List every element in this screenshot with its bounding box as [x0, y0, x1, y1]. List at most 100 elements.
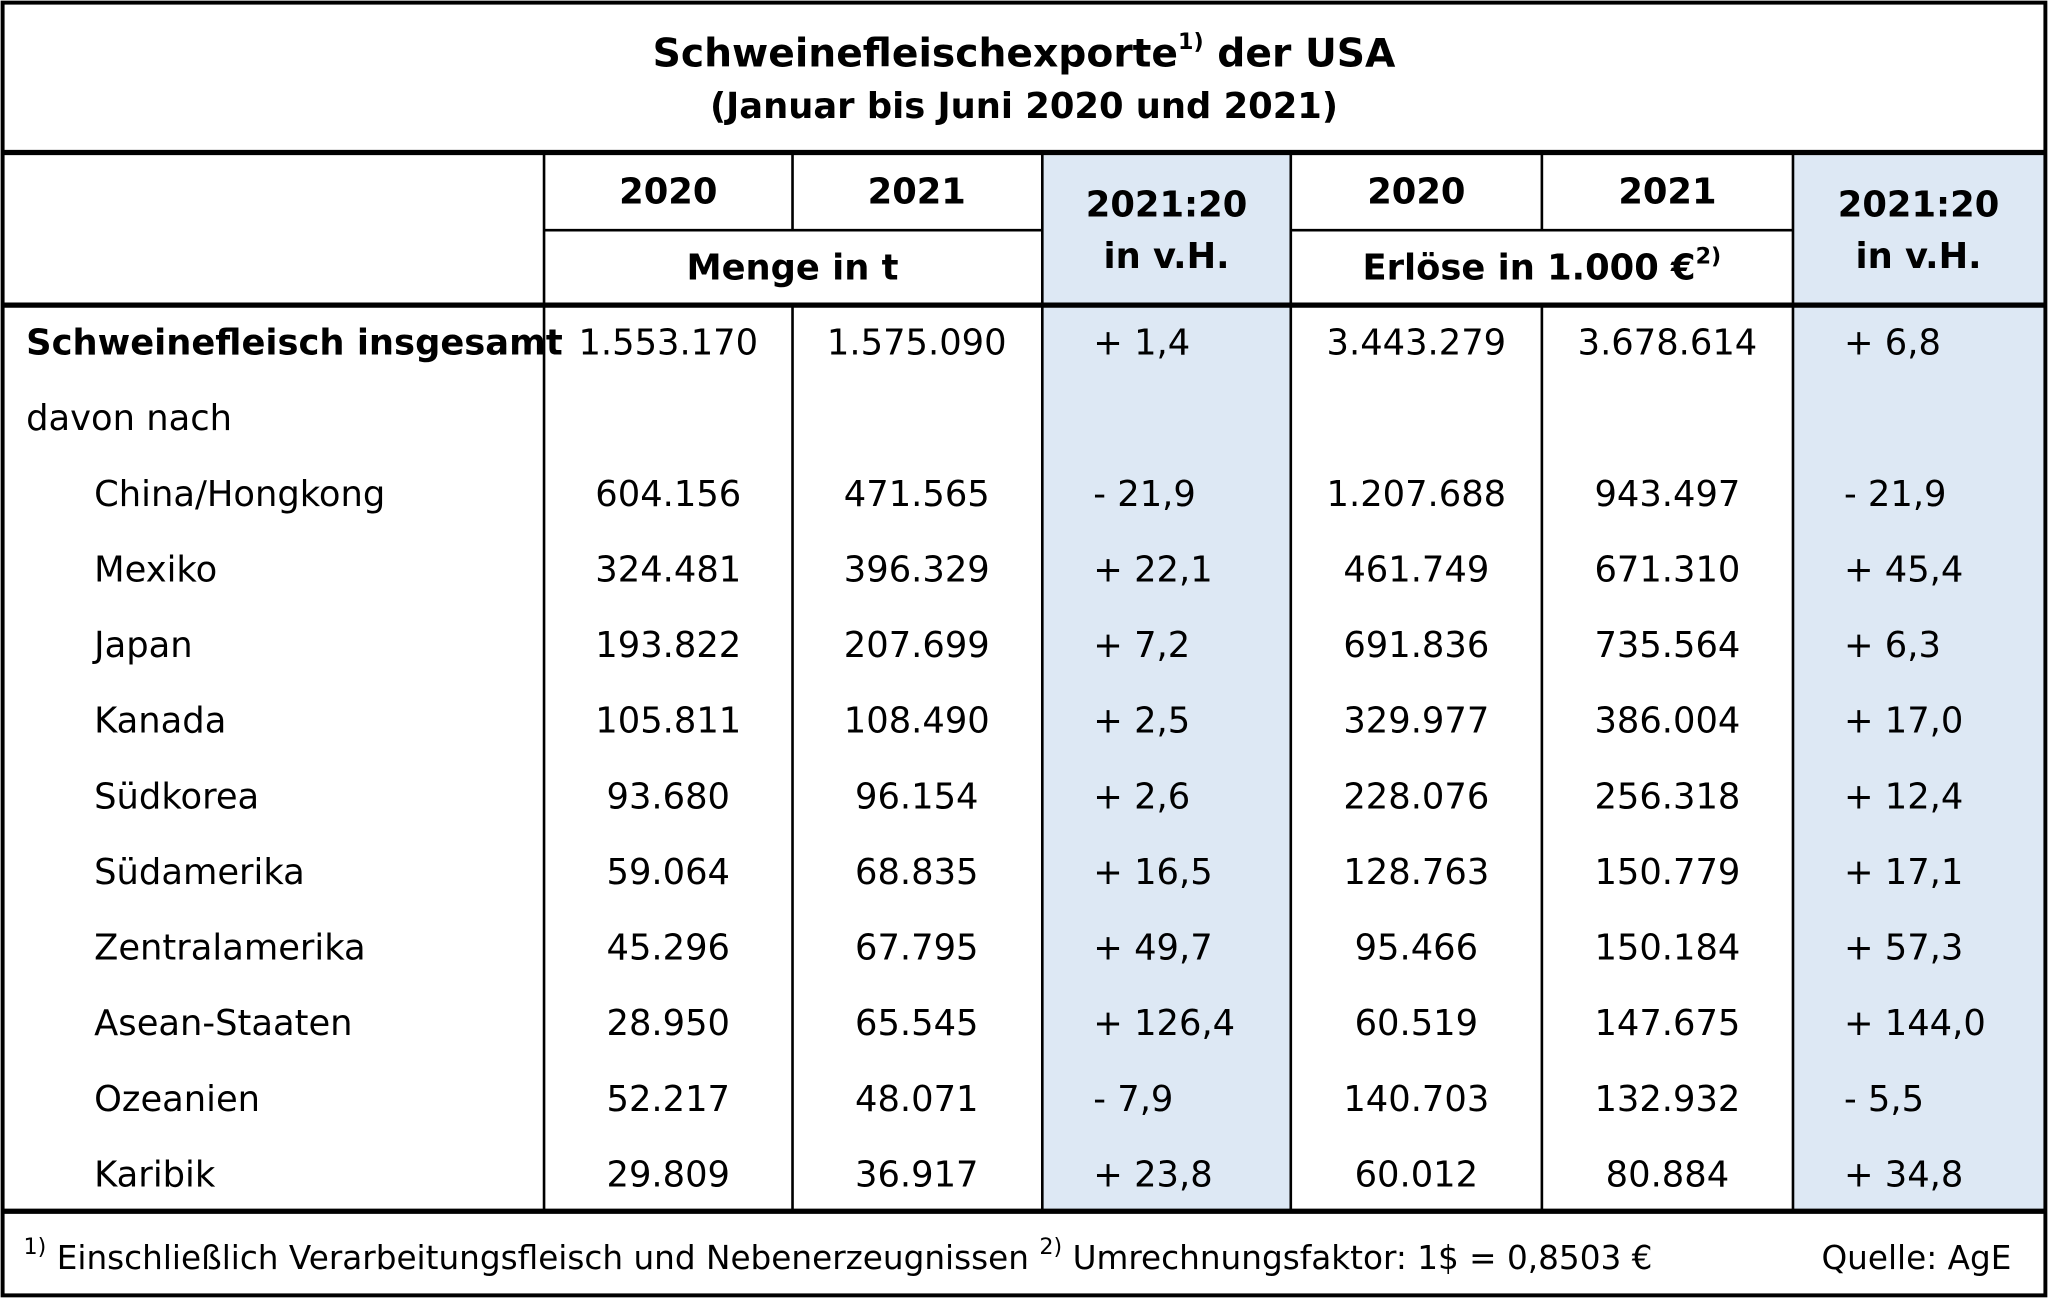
cell: + 57,3	[1844, 927, 1963, 968]
shade	[1792, 155, 2045, 1212]
cell: 108.490	[844, 701, 990, 742]
row-label: China/Hongkong	[94, 474, 385, 515]
cell: 132.932	[1594, 1079, 1740, 1120]
cell: 193.822	[595, 625, 741, 666]
cell: 60.519	[1355, 1003, 1478, 1044]
column-unit: Erlöse in 1.000 €2)	[1363, 243, 1722, 289]
superscript: 1)	[1178, 29, 1204, 55]
cell: + 23,8	[1093, 1154, 1212, 1195]
cell: 105.811	[595, 701, 741, 742]
cell: 604.156	[595, 474, 741, 515]
cell: 147.675	[1594, 1003, 1740, 1044]
cell: + 17,1	[1844, 852, 1963, 893]
text-part: Einschließlich Verarbeitungsfleisch und …	[46, 1239, 1039, 1277]
column-year: 2020	[619, 171, 717, 212]
cell: + 7,2	[1093, 625, 1190, 666]
cell: - 7,9	[1093, 1079, 1173, 1120]
cell: 80.884	[1606, 1154, 1729, 1195]
cell: 48.071	[855, 1079, 978, 1120]
cell: - 21,9	[1844, 474, 1947, 515]
cell: + 6,3	[1844, 625, 1941, 666]
column-year: 2021	[1618, 171, 1716, 212]
cell: + 49,7	[1093, 927, 1212, 968]
cell: + 45,4	[1844, 549, 1963, 590]
cell: + 126,4	[1093, 1003, 1235, 1044]
cell: 60.012	[1355, 1154, 1478, 1195]
cell: 691.836	[1343, 625, 1489, 666]
cell: 1.207.688	[1327, 474, 1507, 515]
superscript: 2)	[1039, 1233, 1062, 1259]
cell: 461.749	[1343, 549, 1489, 590]
cell: - 5,5	[1844, 1079, 1924, 1120]
cell: - 21,9	[1093, 474, 1196, 515]
cell: + 6,8	[1844, 322, 1941, 363]
column-change: in v.H.	[1856, 236, 1982, 277]
cell: 150.779	[1594, 852, 1740, 893]
cell: 45.296	[607, 927, 730, 968]
cell: 207.699	[844, 625, 990, 666]
row-label: Südamerika	[94, 852, 305, 893]
cell: + 12,4	[1844, 776, 1963, 817]
text-part: Erlöse in 1.000 €	[1363, 248, 1696, 289]
shade	[1042, 155, 1291, 1212]
cell: 471.565	[844, 474, 990, 515]
text-part: der USA	[1204, 30, 1396, 76]
cell: 95.466	[1355, 927, 1478, 968]
cell: + 2,5	[1093, 701, 1190, 742]
source: Quelle: AgE	[1821, 1239, 2011, 1277]
cell: 735.564	[1594, 625, 1740, 666]
cell: + 144,0	[1844, 1003, 1986, 1044]
cell: 140.703	[1343, 1079, 1489, 1120]
text-part: Umrechnungsfaktor: 1$ = 0,8503 €	[1062, 1239, 1652, 1277]
row-label: Japan	[92, 625, 192, 666]
cell: 52.217	[607, 1079, 730, 1120]
cell: + 34,8	[1844, 1154, 1963, 1195]
column-change: 2021:20	[1838, 184, 1999, 225]
cell: 324.481	[595, 549, 741, 590]
footnote: 1) Einschließlich Verarbeitungsfleisch u…	[24, 1233, 1653, 1277]
cell: 96.154	[855, 776, 978, 817]
row-label: Südkorea	[94, 776, 259, 817]
row-label: Zentralamerika	[94, 927, 366, 968]
cell: 3.678.614	[1578, 322, 1758, 363]
cell: 256.318	[1594, 776, 1740, 817]
row-label: Schweinefleisch insgesamt	[26, 322, 563, 363]
row-label: Ozeanien	[94, 1079, 260, 1120]
column-change: in v.H.	[1104, 236, 1230, 277]
row-label: davon nach	[26, 398, 232, 439]
row-label: Kanada	[94, 701, 226, 742]
column-year: 2020	[1367, 171, 1465, 212]
cell: 1.553.170	[578, 322, 758, 363]
title: Schweinefleischexporte1) der USA	[653, 29, 1396, 76]
cell: + 2,6	[1093, 776, 1190, 817]
cell: 3.443.279	[1327, 322, 1507, 363]
cell: 329.977	[1343, 701, 1489, 742]
row-label: Asean-Staaten	[94, 1003, 352, 1044]
cell: 29.809	[607, 1154, 730, 1195]
cell: + 22,1	[1093, 549, 1212, 590]
cell: 150.184	[1594, 927, 1740, 968]
cell: 943.497	[1594, 474, 1740, 515]
cell: 67.795	[855, 927, 978, 968]
column-unit: Menge in t	[686, 248, 898, 289]
cell: 671.310	[1594, 549, 1740, 590]
subtitle: (Januar bis Juni 2020 und 2021)	[710, 86, 1338, 127]
cell: + 1,4	[1093, 322, 1190, 363]
cell: 1.575.090	[827, 322, 1007, 363]
cell: + 17,0	[1844, 701, 1963, 742]
cell: 386.004	[1594, 701, 1740, 742]
superscript: 2)	[1696, 243, 1722, 269]
cell: 28.950	[607, 1003, 730, 1044]
cell: 228.076	[1343, 776, 1489, 817]
cell: 396.329	[844, 549, 990, 590]
column-change: 2021:20	[1086, 184, 1247, 225]
cell: 65.545	[855, 1003, 978, 1044]
row-label: Karibik	[94, 1154, 216, 1195]
column-year: 2021	[868, 171, 966, 212]
cell: 68.835	[855, 852, 978, 893]
row-label: Mexiko	[94, 549, 217, 590]
cell: + 16,5	[1093, 852, 1212, 893]
superscript: 1)	[24, 1233, 47, 1259]
